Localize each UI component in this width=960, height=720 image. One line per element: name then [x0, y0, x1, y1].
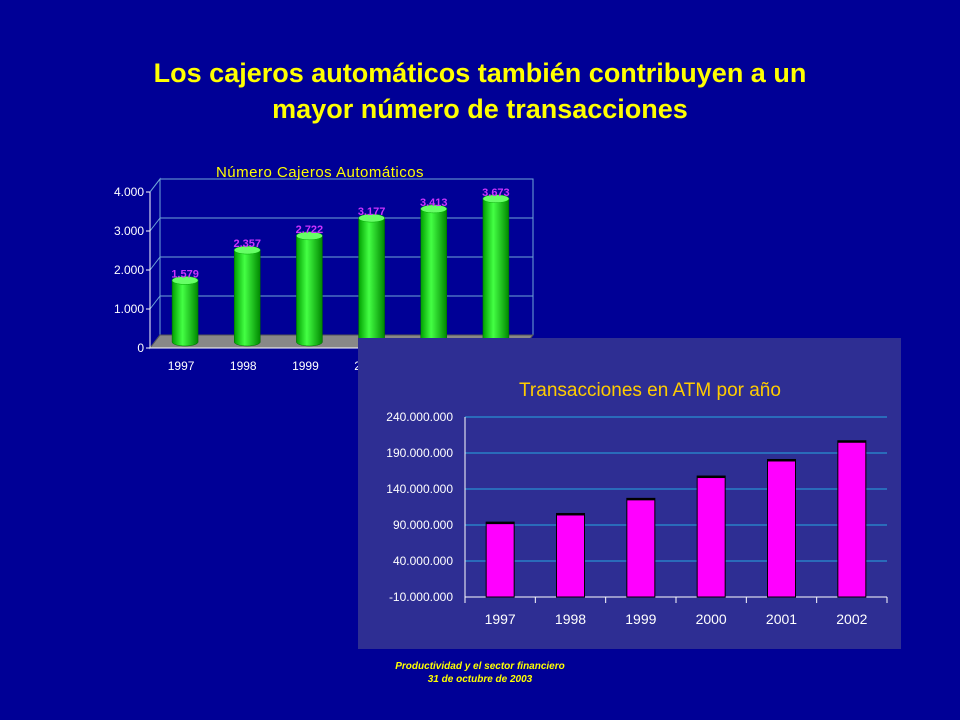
chart2-y-tick-label: 40.000.000: [393, 554, 453, 568]
chart1-gridline-side: [149, 178, 161, 193]
atm-bar: [171, 276, 199, 347]
slide-title-line2: mayor número de transacciones: [272, 94, 688, 124]
footer: Productividad y el sector financiero 31 …: [330, 660, 630, 686]
transactions-bar-top: [486, 522, 515, 525]
atm-bar: [358, 213, 385, 347]
transactions-bar: [556, 512, 585, 598]
chart1-title: Número Cajeros Automáticos: [216, 164, 424, 181]
transactions-bar: [696, 475, 726, 598]
atm-count-chart: 0 1.000 2.000 3.000 4.000 Número Cajeros Auto…: [114, 164, 535, 373]
atm-bar-top: [420, 204, 447, 214]
atm-bar: [420, 204, 447, 347]
chart2-x-tick-label: 2002: [836, 611, 867, 627]
atm-value-label: 3.673: [482, 187, 510, 199]
atm-bar-top: [171, 276, 199, 285]
chart2-y-tick-label: -10.000.000: [389, 590, 453, 604]
chart2-x-tick-label: 1999: [625, 611, 656, 627]
footer-line2: 31 de octubre de 2003: [427, 674, 533, 685]
chart1-y-tick-label: 2.000: [114, 263, 144, 277]
transactions-bar: [767, 458, 796, 598]
chart1-x-tick-label: 1997: [168, 359, 195, 373]
atm-bar-body: [420, 208, 447, 347]
transactions-bar: [485, 521, 515, 598]
atm-bar-top: [358, 213, 385, 223]
chart1-y-tick-label: 3.000: [114, 224, 144, 238]
atm-bar-body: [234, 249, 261, 347]
transactions-bar-top: [767, 459, 796, 462]
chart2-x-tick-label: 1997: [485, 611, 516, 627]
atm-bar-top: [296, 231, 323, 241]
atm-bar: [234, 245, 261, 347]
transactions-bar: [626, 497, 656, 598]
chart2-y-tick-label: 140.000.000: [386, 482, 453, 496]
transactions-bar-top: [837, 440, 866, 443]
chart2-y-tick-label: 90.000.000: [393, 518, 453, 532]
slide-title-line1: Los cajeros automáticos también contribu…: [153, 58, 807, 88]
chart1-gridline-side: [149, 256, 161, 271]
transactions-bar-top: [626, 498, 655, 501]
atm-bar: [296, 231, 323, 347]
chart2-x-tick-label: 2000: [696, 611, 727, 627]
transactions-chart-panel: Transacciones en ATM por año -10.000.000 4…: [358, 338, 901, 649]
chart1-y-tick-label: 0: [137, 341, 144, 355]
atm-value-label: 2.357: [233, 238, 261, 250]
chart1-y-tick-label: 4.000: [114, 185, 144, 199]
chart2-y-tick-label: 190.000.000: [386, 446, 453, 460]
atm-bar-body: [296, 235, 323, 347]
transactions-bar: [837, 440, 867, 598]
footer-line1: Productividad y el sector financiero: [395, 661, 565, 672]
atm-bar: [482, 194, 510, 347]
slide-title: Los cajeros automáticos también contribu…: [40, 55, 920, 127]
chart2-y-tick-label: 240.000.000: [386, 410, 453, 424]
chart2-x-tick-label: 2001: [766, 611, 797, 627]
atm-bar-top: [482, 194, 510, 204]
chart2-title: Transacciones en ATM por año: [519, 380, 781, 401]
transactions-bar-top: [697, 476, 726, 479]
chart1-x-tick-label: 1998: [230, 359, 257, 373]
transactions-bar-top: [556, 513, 585, 516]
transactions-chart: Transacciones en ATM por año -10.000.000 4…: [386, 380, 888, 627]
atm-bar-body: [482, 198, 510, 347]
atm-bar-body: [358, 217, 385, 347]
chart1-y-tick-label: 1.000: [114, 302, 144, 316]
chart1-gridline-side: [149, 217, 161, 232]
chart2-x-tick-label: 1998: [555, 611, 586, 627]
atm-value-label: 2.722: [296, 224, 324, 236]
chart1-x-tick-label: 1999: [292, 359, 319, 373]
atm-value-label: 3.177: [358, 206, 386, 218]
atm-bar-top: [234, 245, 261, 255]
chart1-gridline-side: [149, 295, 161, 310]
atm-value-label: 1.579: [171, 268, 199, 280]
atm-bar-body: [171, 280, 199, 347]
atm-value-label: 3.413: [420, 197, 448, 209]
